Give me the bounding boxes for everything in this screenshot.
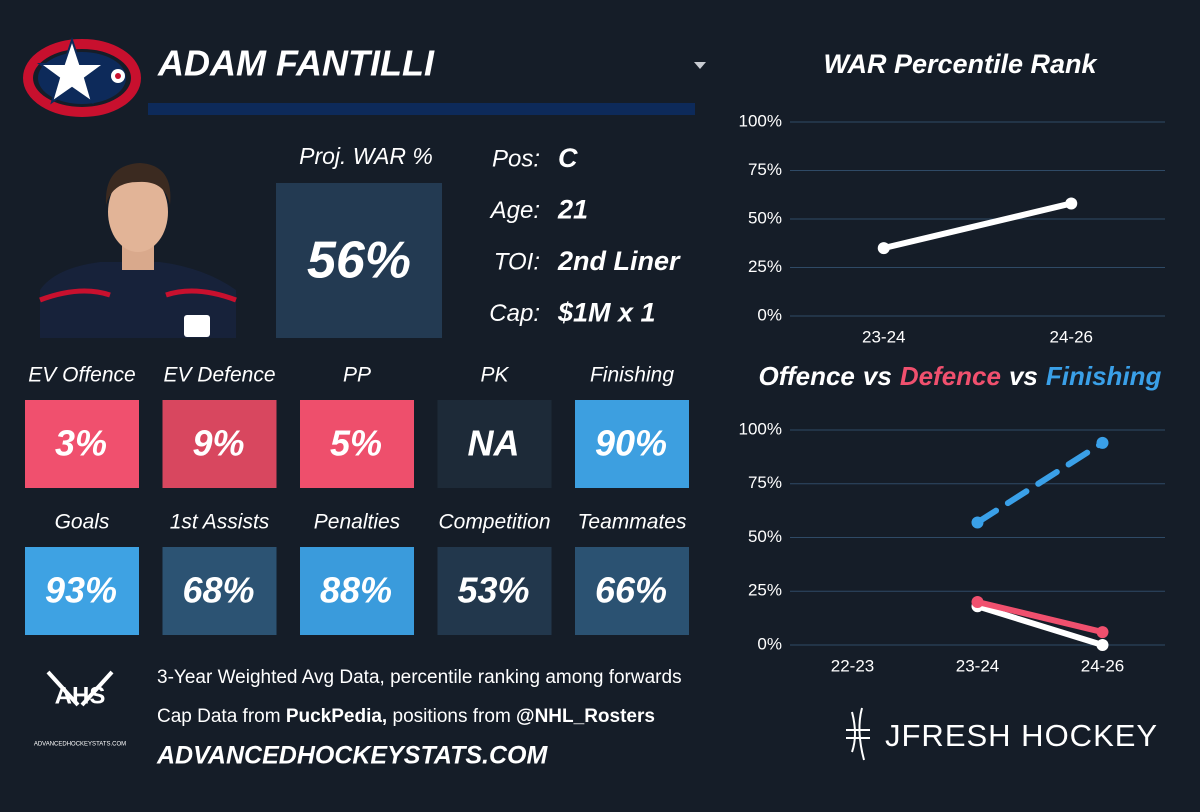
y-tick-label: 75% [748, 160, 782, 179]
tile [575, 400, 689, 488]
legend-entry: Defence [900, 361, 1001, 391]
credit-part: PuckPedia, [286, 706, 387, 727]
x-tick-label: 24-26 [1050, 327, 1093, 346]
player-photo [39, 163, 237, 338]
tile [437, 547, 552, 635]
footer-credits: Cap Data from PuckPedia, positions from … [157, 706, 655, 727]
proj-war-value: 56% [307, 232, 411, 290]
tile-label: Goals [55, 511, 110, 534]
info-label: TOI: [494, 248, 540, 275]
player-name: ADAM FANTILLI [157, 43, 435, 84]
info-label: Pos: [492, 145, 540, 172]
tile-value: 3% [55, 423, 107, 464]
y-tick-label: 50% [748, 208, 782, 227]
tile-value: 90% [595, 423, 667, 464]
x-tick-label: 22-23 [831, 656, 874, 675]
tile-label: Competition [438, 511, 550, 534]
tile-value: NA [468, 423, 520, 464]
x-tick-label: 24-26 [1081, 656, 1124, 675]
ahs-logo-sub: ADVANCEDHOCKEYSTATS.COM [34, 742, 126, 748]
title-joiner: vs [1009, 361, 1038, 391]
info-label: Age: [489, 197, 540, 224]
x-tick-label: 23-24 [956, 656, 999, 675]
name-bar [148, 103, 695, 115]
series-line [880, 200, 1075, 252]
tile [300, 400, 414, 488]
tile-label: PK [480, 364, 509, 387]
team-logo [23, 36, 141, 117]
ahs-logo: AHS ADVANCEDHOCKEYSTATS.COM [34, 670, 126, 748]
tile [300, 547, 414, 635]
tile [162, 547, 277, 635]
series-line [974, 439, 1106, 526]
tile-label: PP [343, 364, 371, 387]
series-line [974, 599, 1106, 636]
info-value: 2nd Liner [557, 246, 681, 276]
info-value: $1M x 1 [557, 298, 656, 328]
dropdown-arrow[interactable] [694, 62, 706, 69]
tile-label: EV Defence [163, 364, 275, 387]
tile-value: 68% [182, 570, 254, 611]
tile [162, 400, 277, 488]
point [971, 516, 984, 529]
y-tick-label: 25% [748, 257, 782, 276]
tile [575, 547, 689, 635]
title-joiner: vs [863, 361, 892, 391]
y-tick-label: 75% [748, 473, 782, 492]
y-tick-label: 50% [748, 527, 782, 546]
x-tick-label: 23-24 [862, 327, 905, 346]
info-value: 21 [557, 195, 588, 225]
point [1096, 639, 1109, 651]
point [1065, 197, 1078, 210]
point [1096, 436, 1109, 449]
tile-label: 1st Assists [170, 511, 270, 534]
footer-note: 3-Year Weighted Avg Data, percentile ran… [157, 667, 682, 688]
y-tick-label: 100% [739, 111, 782, 130]
credit-part: @NHL_Rosters [516, 706, 655, 727]
tile-value: 88% [320, 570, 392, 611]
tile-value: 53% [457, 570, 529, 611]
tile [25, 547, 139, 635]
info-value: C [558, 143, 578, 173]
point [877, 242, 890, 255]
legend-entry: Offence [759, 361, 855, 391]
legend-entry: Finishing [1046, 361, 1162, 391]
brand: JFRESH HOCKEY [885, 718, 1158, 753]
y-tick-label: 0% [757, 634, 782, 653]
chart-title: Offence vs Defence vs Finishing [759, 361, 1162, 391]
tile-label: Finishing [590, 364, 674, 387]
tile [25, 400, 139, 488]
info-label: Cap: [489, 300, 540, 327]
tile-value: 5% [330, 423, 382, 464]
tile-label: Penalties [314, 511, 401, 534]
tile-value: 93% [45, 570, 117, 611]
ahs-logo-text: AHS [55, 682, 106, 709]
credit-part: Cap Data from [157, 706, 286, 727]
y-tick-label: 0% [757, 305, 782, 324]
tile-label: EV Offence [28, 364, 135, 387]
proj-war-label: Proj. WAR % [299, 143, 433, 169]
tile-value: 9% [192, 423, 244, 464]
footer-url: ADVANCEDHOCKEYSTATS.COM [156, 742, 548, 770]
point [971, 596, 984, 608]
proj-war-tile [276, 183, 442, 338]
credit-part: positions from [387, 706, 516, 727]
y-tick-label: 100% [739, 419, 782, 438]
chart-title: WAR Percentile Rank [823, 49, 1098, 79]
series-line [974, 603, 1106, 648]
tile-label: Teammates [578, 511, 687, 534]
point [1096, 626, 1109, 639]
y-tick-label: 25% [748, 581, 782, 600]
jfresh-logo [846, 707, 870, 761]
tile-value: 66% [595, 570, 667, 611]
tile [437, 400, 552, 488]
